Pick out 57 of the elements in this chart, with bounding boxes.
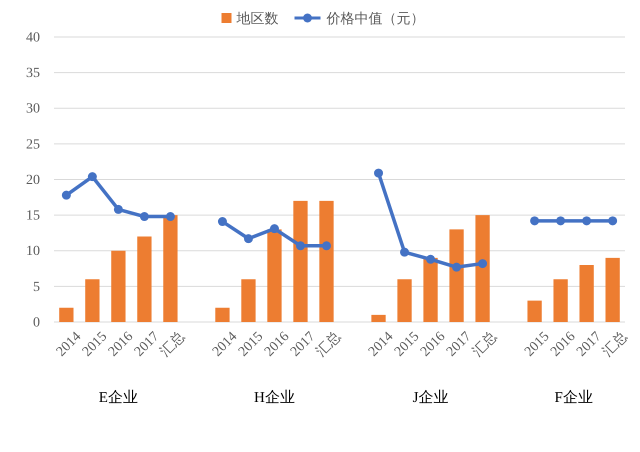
- text: F企业: [554, 389, 593, 406]
- point: [244, 234, 253, 244]
- bar: [293, 200, 308, 322]
- point: [400, 248, 410, 257]
- text: E企业: [98, 389, 138, 406]
- bar: [449, 229, 464, 322]
- bar: [111, 250, 126, 322]
- text: H企业: [254, 389, 295, 406]
- x-tick-label: 汇总: [313, 328, 344, 360]
- y-tick-label: 5: [33, 280, 40, 295]
- point: [582, 216, 592, 226]
- y-tick-label: 25: [26, 137, 40, 152]
- bar: [85, 279, 100, 322]
- y-tick-label: 35: [26, 66, 40, 82]
- bar: [319, 200, 334, 322]
- bar: [241, 279, 256, 322]
- point: [556, 216, 566, 226]
- point: [452, 262, 462, 272]
- bar: [59, 308, 74, 322]
- bar: [475, 215, 490, 322]
- legend-label: 价格中值（元）: [326, 11, 424, 27]
- point: [140, 212, 149, 222]
- point: [270, 224, 279, 234]
- y-tick-label: 20: [26, 172, 40, 188]
- point: [166, 212, 175, 222]
- y-tick-label: 0: [33, 315, 40, 330]
- point: [322, 241, 331, 250]
- bar: [397, 279, 412, 322]
- x-tick-label: 汇总: [599, 328, 631, 360]
- bar: [605, 258, 620, 322]
- bar: [267, 229, 282, 322]
- bar: [163, 215, 178, 322]
- point: [62, 190, 71, 200]
- bar: [553, 279, 568, 322]
- legend-label: 地区数: [236, 11, 278, 27]
- point: [218, 217, 227, 226]
- y-tick-label: 30: [26, 102, 40, 117]
- text: J企业: [412, 389, 448, 406]
- y-tick-label: 10: [26, 244, 40, 260]
- point: [478, 259, 488, 268]
- point: [296, 241, 305, 250]
- y-tick-label: 40: [26, 30, 40, 46]
- bar: [137, 236, 152, 322]
- point: [426, 254, 436, 264]
- bar: [215, 308, 230, 322]
- point: [88, 172, 97, 182]
- point: [530, 216, 540, 226]
- x-tick-label: 汇总: [469, 328, 500, 360]
- x-tick-label: 汇总: [157, 328, 188, 360]
- bar: [423, 258, 438, 322]
- point: [608, 216, 618, 226]
- y-tick-label: 15: [26, 208, 40, 224]
- point: [374, 168, 384, 178]
- bar: [579, 265, 594, 322]
- bar: [371, 314, 386, 322]
- point: [114, 204, 123, 214]
- bar: [527, 300, 542, 322]
